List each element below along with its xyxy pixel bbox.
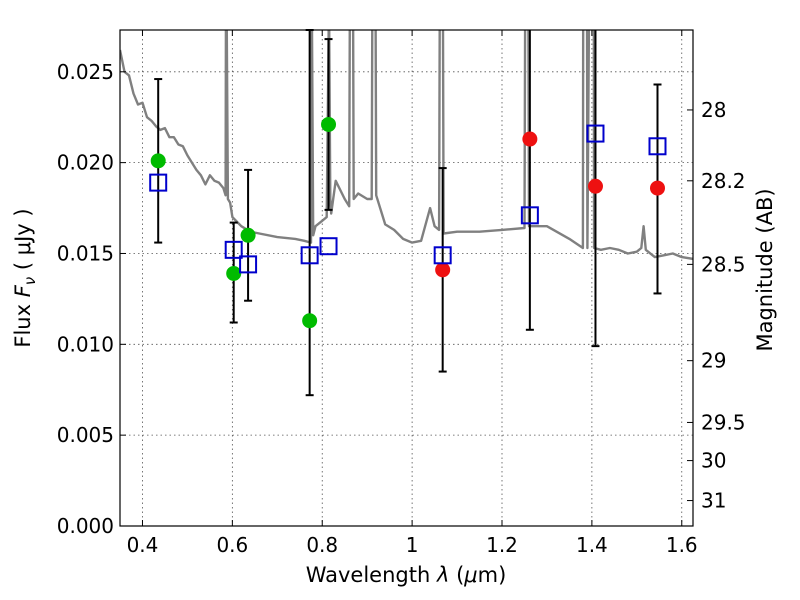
plot-frame xyxy=(119,29,694,527)
x-tick-label: 0.8 xyxy=(306,533,338,557)
y2-tick-label: 29.5 xyxy=(701,410,746,434)
x-tick-label: 0.4 xyxy=(127,533,159,557)
y2-axis-label: Magnitude (AB) xyxy=(753,188,777,351)
model-spectrum-line xyxy=(120,30,693,261)
plot-area xyxy=(120,30,693,526)
y2-tick-label: 29 xyxy=(701,349,726,373)
y2-tick-label: 28 xyxy=(701,98,726,122)
y2-tick-label: 31 xyxy=(701,489,726,513)
blue-square-marker xyxy=(149,173,168,192)
y-tick-label: 0.025 xyxy=(57,60,114,84)
x-tick-label: 1.6 xyxy=(666,533,698,557)
blue-square-marker xyxy=(224,240,243,259)
x-tick-label: 0.6 xyxy=(216,533,248,557)
green-points-point xyxy=(240,227,256,243)
y-axis-label: Flux Fν ( μJy ) xyxy=(11,208,39,347)
y-tick-label: 0.010 xyxy=(57,332,114,356)
y-tick-label: 0.000 xyxy=(57,514,114,538)
y2-tick-label: 28.5 xyxy=(701,252,746,276)
blue-square-marker xyxy=(648,137,667,156)
x-tick-label: 1 xyxy=(406,533,419,557)
x-tick-label: 1.2 xyxy=(486,533,518,557)
x-tick-label: 1.4 xyxy=(576,533,608,557)
green-points-point xyxy=(226,265,242,281)
red-points-point xyxy=(522,131,538,147)
blue-square-marker xyxy=(586,124,605,143)
red-points-point xyxy=(587,178,603,194)
blue-square-marker xyxy=(319,237,338,256)
red-points-point xyxy=(649,180,665,196)
green-points-point xyxy=(302,313,318,329)
y2-tick-label: 30 xyxy=(701,449,726,473)
data-layer xyxy=(120,30,693,261)
ticks: 0.4 0.6 0.8 1 1.2 1.4 1.6 0.000 0.005 0.010 0.015 0… xyxy=(57,30,746,557)
y2-tick-label: 28.2 xyxy=(701,169,746,193)
markers xyxy=(149,116,667,329)
green-points-point xyxy=(150,153,166,169)
green-points-point xyxy=(321,116,337,132)
red-points-point xyxy=(435,262,451,278)
blue-square-marker xyxy=(239,255,258,274)
y-tick-label: 0.020 xyxy=(57,151,114,175)
blue-square-marker xyxy=(433,246,452,265)
blue-square-marker xyxy=(520,206,539,225)
grid xyxy=(120,30,693,527)
blue-square-marker xyxy=(300,246,319,265)
y-tick-label: 0.005 xyxy=(57,423,114,447)
x-axis-label: Wavelength λ (μm) xyxy=(306,563,507,587)
y-tick-label: 0.015 xyxy=(57,241,114,265)
